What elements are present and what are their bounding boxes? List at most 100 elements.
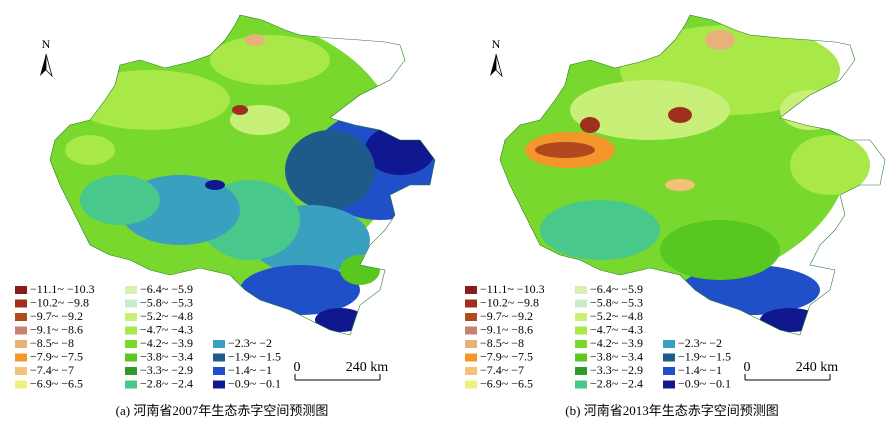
map-region xyxy=(580,117,600,133)
legend-label: −3.8~ −3.4 xyxy=(140,349,193,363)
map-region xyxy=(80,175,160,225)
legend-swatch xyxy=(213,340,225,348)
map-region xyxy=(660,220,780,280)
legend-swatch xyxy=(575,299,587,308)
legend-swatch xyxy=(213,353,225,362)
legend-label: −4.7~ −4.3 xyxy=(140,322,193,336)
legend-label: −2.8~ −2.4 xyxy=(140,376,193,390)
map-region xyxy=(315,308,365,332)
legend-swatch xyxy=(15,340,27,348)
legend-swatch xyxy=(575,367,587,375)
legend-swatch xyxy=(465,286,477,294)
map-panel: N −11.1~ −10.3−10.2~ −9.8−9.7~ −9.2−9.1~ … xyxy=(465,14,886,418)
north-arrow xyxy=(495,53,503,78)
legend-label: −10.2~ −9.8 xyxy=(480,295,539,309)
legend-label: −4.2~ −3.9 xyxy=(590,336,643,350)
map-region xyxy=(570,80,730,140)
legend-swatch xyxy=(15,326,27,335)
legend-swatch xyxy=(663,340,675,348)
legend-label: −1.9~ −1.5 xyxy=(228,349,281,363)
north-label: N xyxy=(42,37,51,51)
map-region xyxy=(668,107,692,123)
map-region xyxy=(210,35,330,85)
legend-swatch xyxy=(465,299,477,308)
map-panel: N −11.1~ −10.3−10.2~ −9.8−9.7~ −9.2−9.1~ … xyxy=(15,14,436,418)
legend-label: −3.3~ −2.9 xyxy=(590,363,643,377)
map-region xyxy=(705,30,735,50)
map-region xyxy=(240,265,360,315)
map-region xyxy=(232,105,248,115)
legend-label: −11.1~ −10.3 xyxy=(30,282,95,296)
legend-label: −10.2~ −9.8 xyxy=(30,295,89,309)
scale-start: 0 xyxy=(294,360,301,375)
legend-label: −0.9~ −0.1 xyxy=(678,376,731,390)
legend-swatch xyxy=(575,313,587,321)
map-region xyxy=(665,179,695,191)
legend-swatch xyxy=(15,353,27,362)
legend-swatch xyxy=(575,326,587,335)
legend-swatch xyxy=(465,340,477,348)
legend-swatch xyxy=(663,353,675,362)
legend-swatch xyxy=(465,326,477,335)
legend-swatch xyxy=(15,380,27,389)
legend-label: −9.1~ −8.6 xyxy=(480,322,533,336)
legend-label: −9.7~ −9.2 xyxy=(480,309,533,323)
legend-swatch xyxy=(465,367,477,375)
legend-swatch xyxy=(575,380,587,389)
map-region xyxy=(245,34,265,46)
legend-label: −2.3~ −2 xyxy=(228,336,272,350)
legend-label: −7.9~ −7.5 xyxy=(30,349,83,363)
legend-swatch xyxy=(15,299,27,308)
legend-label: −9.7~ −9.2 xyxy=(30,309,83,323)
legend-label: −11.1~ −10.3 xyxy=(480,282,545,296)
map-region xyxy=(65,135,115,165)
legend-label: −5.8~ −5.3 xyxy=(140,295,193,309)
legend-label: −1.9~ −1.5 xyxy=(678,349,731,363)
map-region xyxy=(205,180,225,190)
map-region xyxy=(760,308,820,332)
scale-start: 0 xyxy=(744,360,751,375)
map-region xyxy=(365,125,435,175)
legend-label: −3.8~ −3.4 xyxy=(590,349,643,363)
legend-label: −6.9~ −6.5 xyxy=(480,376,533,390)
map-region xyxy=(790,135,870,195)
legend-label: −7.4~ −7 xyxy=(30,363,74,377)
legend-swatch xyxy=(125,340,137,348)
legend-swatch xyxy=(125,353,137,362)
north-label: N xyxy=(492,37,501,51)
legend-swatch xyxy=(465,313,477,321)
legend-label: −4.7~ −4.3 xyxy=(590,322,643,336)
caption: (a) 河南省2007年生态赤字空间预测图 xyxy=(116,403,329,418)
legend-label: −7.9~ −7.5 xyxy=(480,349,533,363)
legend-swatch xyxy=(15,286,27,294)
legend-label: −5.2~ −4.8 xyxy=(140,309,193,323)
map-region xyxy=(535,142,595,158)
caption: (b) 河南省2013年生态赤字空间预测图 xyxy=(565,403,778,418)
map-region xyxy=(70,70,230,130)
legend-label: −5.8~ −5.3 xyxy=(590,295,643,309)
legend-swatch xyxy=(125,286,137,294)
north-arrow xyxy=(45,53,53,78)
north-arrow xyxy=(490,54,496,76)
scale-end: 240 km xyxy=(796,360,839,375)
legend-swatch xyxy=(575,340,587,348)
legend-label: −6.9~ −6.5 xyxy=(30,376,83,390)
map-outline xyxy=(499,14,886,336)
legend-label: −0.9~ −0.1 xyxy=(228,376,281,390)
map-region xyxy=(540,200,660,260)
legend-label: −6.4~ −5.9 xyxy=(140,282,193,296)
legend-label: −1.4~ −1 xyxy=(228,363,272,377)
north-arrow xyxy=(40,54,46,76)
map-region xyxy=(780,90,840,130)
legend-swatch xyxy=(213,367,225,375)
legend-label: −6.4~ −5.9 xyxy=(590,282,643,296)
legend-swatch xyxy=(125,326,137,335)
legend-swatch xyxy=(213,380,225,389)
legend-swatch xyxy=(15,367,27,375)
legend-label: −2.3~ −2 xyxy=(678,336,722,350)
map-region xyxy=(285,130,375,210)
legend-swatch xyxy=(125,380,137,389)
legend-swatch xyxy=(125,367,137,375)
